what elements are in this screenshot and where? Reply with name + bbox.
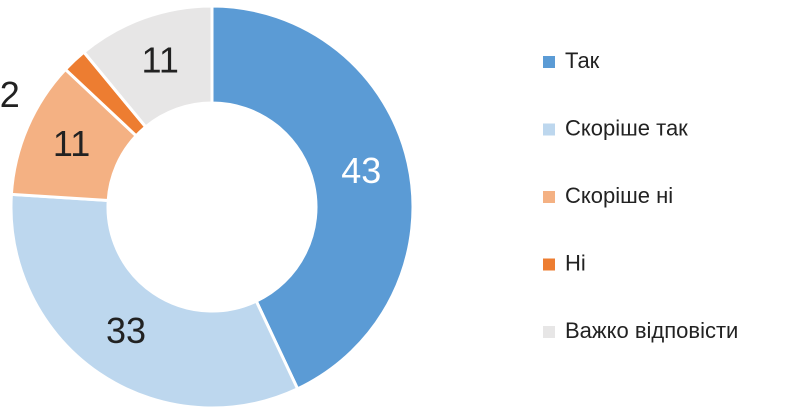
data-label: 2 xyxy=(0,74,20,115)
legend-label: Скоріше ні xyxy=(565,183,673,208)
legend-label: Важко відповісти xyxy=(565,318,738,343)
legend-label: Скоріше так xyxy=(565,115,688,140)
legend-swatch xyxy=(543,123,555,136)
data-label: 11 xyxy=(53,123,90,164)
data-label: 33 xyxy=(106,310,146,351)
legend-swatch xyxy=(543,56,555,68)
donut-slice xyxy=(210,4,415,391)
legend-swatch xyxy=(543,326,555,338)
legend-swatch xyxy=(543,258,555,271)
data-label: 43 xyxy=(341,150,381,191)
legend-label: Так xyxy=(565,48,600,73)
data-label: 11 xyxy=(141,40,178,81)
donut-slice xyxy=(81,4,214,129)
donut-slice xyxy=(9,192,300,410)
legend-swatch xyxy=(543,191,555,203)
legend-label: Ні xyxy=(565,250,586,275)
